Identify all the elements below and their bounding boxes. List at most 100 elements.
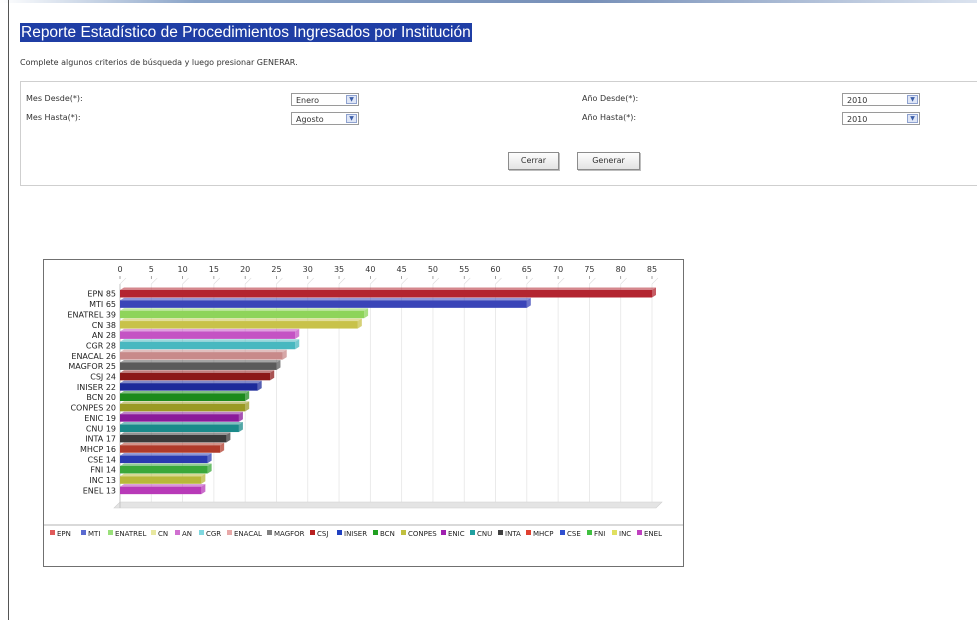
x-tick-label: 25 (271, 265, 281, 274)
bar-top-face (120, 484, 206, 487)
mes-desde-select[interactable]: Enero ▼ (291, 93, 359, 106)
grid-line (307, 277, 314, 285)
grid-line (151, 277, 158, 285)
category-label: ENEL 13 (83, 486, 116, 495)
chevron-down-icon[interactable]: ▼ (907, 114, 918, 123)
legend-label: MAGFOR (274, 530, 305, 538)
bar (120, 434, 227, 443)
legend-swatch (401, 530, 406, 535)
bar-top-face (120, 287, 656, 290)
bar (120, 372, 271, 381)
bar-end-face (245, 401, 250, 412)
x-tick-label: 45 (397, 265, 407, 274)
legend-label: ENACAL (234, 530, 262, 538)
bar (120, 290, 652, 298)
legend-swatch (267, 530, 272, 535)
generar-button[interactable]: Generar (577, 152, 640, 170)
bar-end-face (245, 391, 250, 401)
grid-line (338, 277, 346, 285)
legend-swatch (498, 530, 503, 535)
legend-label: ENEL (644, 530, 662, 538)
category-label: MTI 65 (89, 300, 116, 309)
bar-top-face (120, 359, 281, 363)
legend-swatch (587, 530, 592, 535)
anio-hasta-label: Año Hasta(*): (582, 113, 637, 122)
grid-line (401, 277, 408, 285)
category-label: CSE 14 (88, 455, 116, 464)
category-label: MHCP 16 (80, 445, 116, 454)
grid-line (526, 277, 534, 285)
legend-label: CN (158, 530, 168, 538)
legend-swatch (441, 530, 446, 535)
bar-end-face (257, 380, 262, 391)
top-rule (0, 0, 977, 3)
category-label: FNI 14 (90, 466, 116, 475)
grid-line (464, 277, 471, 285)
bar-end-face (270, 370, 275, 381)
bar (120, 383, 258, 391)
mes-hasta-select[interactable]: Agosto ▼ (291, 112, 359, 125)
legend-label: CSE (567, 530, 581, 538)
legend-label: CNU (477, 530, 492, 538)
bar-end-face (526, 297, 531, 308)
bar-top-face (120, 297, 531, 301)
legend-label: ENATREL (115, 530, 146, 538)
category-label: CNU 19 (86, 424, 116, 433)
bar-end-face (652, 287, 656, 298)
category-label: EPN 85 (87, 290, 116, 299)
legend-swatch (337, 530, 342, 535)
bar-top-face (120, 401, 250, 404)
x-tick-label: 20 (240, 265, 250, 274)
bars-layer (120, 287, 656, 495)
grid-line (589, 277, 596, 285)
category-label: INTA 17 (85, 435, 116, 444)
bar (120, 331, 296, 339)
legend-label: INISER (344, 530, 367, 538)
bar (120, 424, 239, 433)
bar-end-face (276, 359, 281, 370)
bar (120, 414, 239, 422)
bar-end-face (282, 349, 287, 360)
bar-top-face (120, 453, 212, 456)
bar-top-face (120, 411, 243, 415)
category-label: AN 28 (92, 331, 116, 340)
bar-top-face (120, 463, 212, 466)
mes-desde-label: Mes Desde(*): (26, 94, 83, 103)
bar-end-face (226, 432, 231, 443)
category-label: INC 13 (89, 476, 116, 485)
category-label: BCN 20 (86, 393, 116, 402)
bar-top-face (120, 473, 206, 477)
legend-swatch (526, 530, 531, 535)
legend-label: MTI (88, 530, 100, 538)
legend-label: CSJ (317, 530, 328, 538)
grid-line (213, 277, 221, 285)
bar-top-face (120, 422, 243, 425)
chevron-down-icon[interactable]: ▼ (907, 95, 918, 104)
grid-line (620, 277, 627, 285)
chevron-down-icon[interactable]: ▼ (346, 95, 357, 104)
category-label: ENATREL 39 (67, 310, 116, 319)
x-tick-label: 75 (584, 265, 594, 274)
bar-top-face (120, 370, 275, 373)
category-label: ENACAL 26 (71, 352, 116, 361)
chevron-down-icon[interactable]: ▼ (346, 114, 357, 123)
legend-label: INC (619, 530, 631, 538)
bar-end-face (201, 484, 206, 495)
bar (120, 445, 221, 453)
legend-label: BCN (380, 530, 395, 538)
grid-line (495, 277, 502, 285)
bar-top-face (120, 442, 225, 446)
anio-desde-label: Año Desde(*): (582, 94, 639, 103)
instructions-text: Complete algunos criterios de búsqueda y… (20, 58, 298, 67)
x-tick-label: 55 (459, 265, 469, 274)
bar (120, 455, 208, 464)
category-label: CN 38 (92, 321, 116, 330)
anio-hasta-select[interactable]: 2010 ▼ (842, 112, 920, 125)
legend-swatch (560, 530, 565, 535)
bar-end-face (220, 442, 225, 453)
cerrar-button[interactable]: Cerrar (508, 152, 559, 170)
bar (120, 476, 202, 484)
x-tick-label: 70 (553, 265, 563, 274)
anio-desde-select[interactable]: 2010 ▼ (842, 93, 920, 106)
